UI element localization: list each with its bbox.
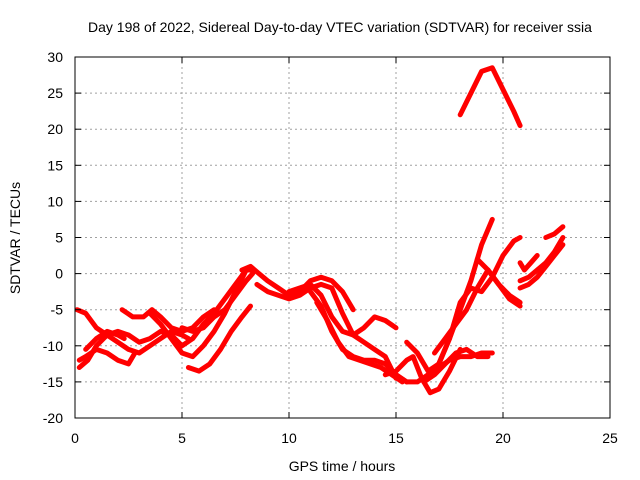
chart-title: Day 198 of 2022, Sidereal Day-to-day VTE… <box>88 19 592 35</box>
y-tick-label: 0 <box>55 266 63 282</box>
series-arc-24 <box>517 253 540 273</box>
series-arc-23 <box>517 235 566 284</box>
x-tick-label: 0 <box>71 430 79 446</box>
y-tick-labels: -20 -15 -10 -5 0 5 10 15 20 25 30 <box>43 49 63 426</box>
y-tick-label: 10 <box>47 193 63 209</box>
series-group <box>74 65 566 396</box>
x-tick-label: 5 <box>178 430 186 446</box>
series-arc-19 <box>436 350 495 370</box>
series-arc-10 <box>254 281 399 381</box>
y-tick-label: 30 <box>47 49 63 65</box>
x-tick-label: 20 <box>495 430 511 446</box>
y-tick-label: -5 <box>51 302 64 318</box>
series-arc-21 <box>474 256 523 305</box>
x-tick-label: 10 <box>281 430 297 446</box>
series-arc-6 <box>147 267 249 360</box>
y-tick-label: 20 <box>47 121 63 137</box>
series-arc-4 <box>83 328 127 352</box>
y-axis-title: SDTVAR / TECUs <box>7 182 23 294</box>
series-arc-25 <box>543 224 566 240</box>
x-axis-title: GPS time / hours <box>289 458 396 474</box>
series-arc-3 <box>76 346 138 367</box>
series-arc-8 <box>185 303 253 374</box>
x-tick-label: 15 <box>388 430 404 446</box>
axis-ticks <box>74 56 611 419</box>
y-tick-label: 25 <box>47 85 63 101</box>
y-tick-label: -10 <box>43 338 63 354</box>
y-tick-label: 15 <box>47 157 63 173</box>
y-tick-label: -20 <box>43 410 63 426</box>
y-tick-label: -15 <box>43 374 63 390</box>
series-arc-9 <box>239 263 356 313</box>
x-tick-labels: 0 5 10 15 20 25 <box>71 430 618 446</box>
series-arc-14 <box>382 346 463 396</box>
series-arc-7 <box>179 271 256 334</box>
series-arc-16 <box>404 235 523 374</box>
series-arc-11 <box>286 281 399 338</box>
y-tick-label: 5 <box>55 230 63 246</box>
series-arc-5 <box>119 307 217 334</box>
x-tick-label: 25 <box>602 430 618 446</box>
series-arc-20 <box>457 65 523 129</box>
grid <box>75 57 610 418</box>
